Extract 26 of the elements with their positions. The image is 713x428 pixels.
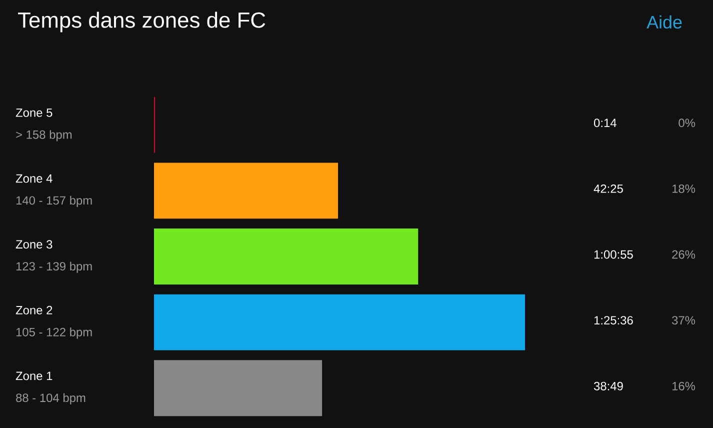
text: 88 - 104 bpm [16,393,86,404]
text: Aide [646,15,682,29]
text: 16% [672,382,696,390]
y-tick-label: Zone 4 [16,174,52,183]
bar [154,162,338,219]
y-tick-label: Zone 1 [16,372,52,380]
text: 105 - 122 bpm [16,328,92,339]
text: 26% [672,250,696,259]
chart-title: Temps dans zones de FC [18,12,266,32]
text: 37% [672,316,696,325]
text: 18% [672,184,696,193]
text: 0:14 [594,118,616,128]
text: 140 - 157 bpm [16,196,92,208]
y-tick-label: Zone 2 [16,306,52,314]
text: 1:00:55 [594,250,633,259]
bar [154,294,526,350]
y-tick-label: Zone 3 [16,240,52,249]
bar [154,360,322,416]
text: 42:25 [594,184,623,193]
text: 0% [678,118,696,128]
text: 1:25:36 [594,316,633,325]
text: 38:49 [594,382,623,390]
text: > 158 bpm [16,130,72,142]
bar [154,228,418,284]
text: 123 - 139 bpm [16,262,92,273]
y-tick-label: Zone 5 [16,108,52,117]
